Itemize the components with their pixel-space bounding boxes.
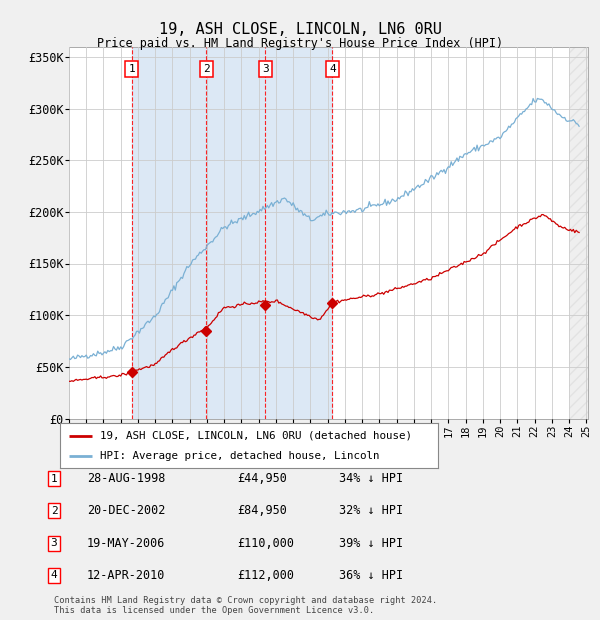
Text: 39% ↓ HPI: 39% ↓ HPI bbox=[339, 537, 403, 549]
Text: 20-DEC-2002: 20-DEC-2002 bbox=[87, 505, 166, 517]
Text: 19, ASH CLOSE, LINCOLN, LN6 0RU: 19, ASH CLOSE, LINCOLN, LN6 0RU bbox=[158, 22, 442, 37]
Text: HPI: Average price, detached house, Lincoln: HPI: Average price, detached house, Linc… bbox=[100, 451, 379, 461]
Text: 1: 1 bbox=[128, 64, 136, 74]
Text: 36% ↓ HPI: 36% ↓ HPI bbox=[339, 569, 403, 582]
Text: 2: 2 bbox=[203, 64, 209, 74]
Text: £44,950: £44,950 bbox=[237, 472, 287, 485]
Bar bbox=[569, 46, 588, 419]
Text: 19-MAY-2006: 19-MAY-2006 bbox=[87, 537, 166, 549]
Text: 28-AUG-1998: 28-AUG-1998 bbox=[87, 472, 166, 485]
Text: Price paid vs. HM Land Registry's House Price Index (HPI): Price paid vs. HM Land Registry's House … bbox=[97, 37, 503, 50]
Text: 4: 4 bbox=[329, 64, 336, 74]
Text: 34% ↓ HPI: 34% ↓ HPI bbox=[339, 472, 403, 485]
Text: 19, ASH CLOSE, LINCOLN, LN6 0RU (detached house): 19, ASH CLOSE, LINCOLN, LN6 0RU (detache… bbox=[100, 431, 412, 441]
Text: Contains HM Land Registry data © Crown copyright and database right 2024.
This d: Contains HM Land Registry data © Crown c… bbox=[54, 596, 437, 615]
Text: 4: 4 bbox=[50, 570, 58, 580]
Text: 2: 2 bbox=[50, 506, 58, 516]
Text: 32% ↓ HPI: 32% ↓ HPI bbox=[339, 505, 403, 517]
Bar bbox=[265, 46, 332, 419]
Text: £112,000: £112,000 bbox=[237, 569, 294, 582]
Text: 12-APR-2010: 12-APR-2010 bbox=[87, 569, 166, 582]
Text: 3: 3 bbox=[50, 538, 58, 548]
Text: £110,000: £110,000 bbox=[237, 537, 294, 549]
Bar bbox=[132, 46, 206, 419]
Text: 1: 1 bbox=[50, 474, 58, 484]
Bar bbox=[206, 46, 265, 419]
Text: 3: 3 bbox=[262, 64, 269, 74]
Text: £84,950: £84,950 bbox=[237, 505, 287, 517]
